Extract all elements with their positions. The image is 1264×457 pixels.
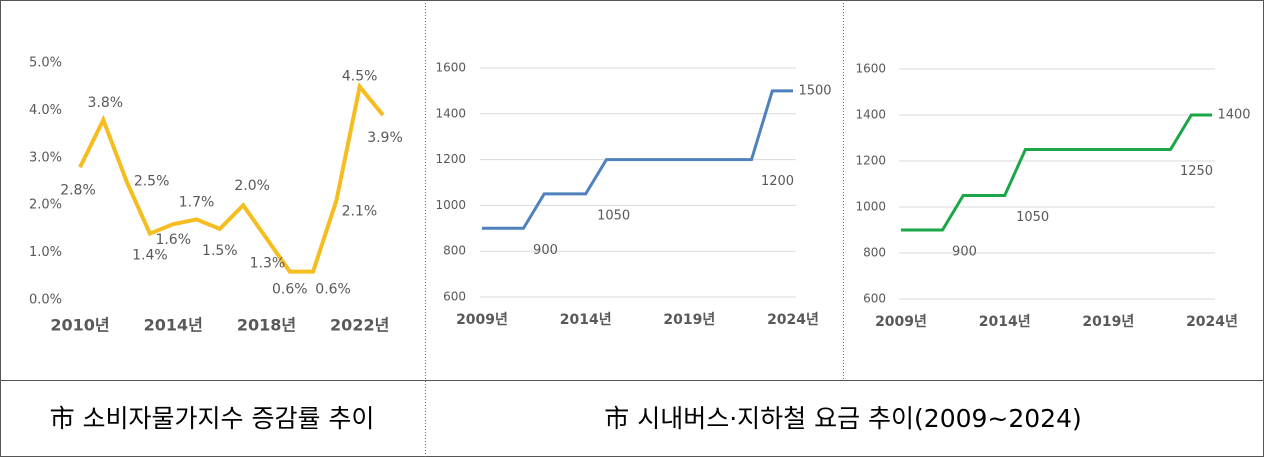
y-tick-label: 1400 (435, 106, 466, 120)
data-label: 2.0% (234, 178, 270, 194)
y-tick-label: 1000 (435, 198, 466, 212)
data-label: 0.6% (315, 282, 351, 298)
y-tick-label: 800 (863, 246, 886, 260)
x-tick-label: 2009년 (875, 314, 927, 330)
x-tick-label: 2014년 (560, 312, 612, 328)
data-label: 1050 (597, 208, 630, 223)
caption: 市 소비자물가지수 증감률 추이 (50, 404, 375, 433)
y-tick-label: 1600 (855, 62, 886, 76)
data-line (482, 89, 793, 230)
y-tick-label: 3.0% (29, 150, 62, 165)
caption: 市 시내버스·지하철 요금 추이(2009~2024) (604, 404, 1082, 433)
data-label: 900 (952, 245, 977, 260)
y-tick-label: 2.0% (29, 198, 62, 213)
data-label: 1500 (798, 83, 831, 98)
data-label: 1400 (1217, 108, 1250, 123)
y-tick-label: 5.0% (29, 56, 62, 71)
x-tick-label: 2019년 (1082, 314, 1134, 330)
y-tick-label: 0.0% (29, 293, 62, 308)
y-tick-label: 4.0% (29, 103, 62, 118)
y-tick-label: 1200 (855, 154, 886, 168)
data-label: 2.5% (134, 174, 170, 190)
data-label: 1.7% (179, 194, 215, 210)
x-tick-label: 2014년 (144, 316, 203, 335)
data-label: 1.5% (202, 243, 238, 259)
data-label: 0.6% (272, 282, 308, 298)
y-tick-label: 1600 (435, 61, 466, 75)
x-tick-label: 2024년 (767, 312, 819, 328)
x-tick-label: 2019년 (663, 312, 715, 328)
data-line (78, 82, 385, 274)
x-tick-label: 2024년 (1186, 314, 1238, 330)
y-tick-label: 800 (443, 244, 466, 258)
data-label: 3.9% (367, 130, 403, 146)
data-label: 1.4% (132, 248, 168, 264)
y-tick-label: 600 (443, 290, 466, 304)
x-tick-label: 2022년 (330, 316, 389, 335)
x-tick-label: 2014년 (979, 314, 1031, 330)
data-label: 2.8% (60, 182, 96, 198)
data-label: 4.5% (342, 69, 378, 85)
y-tick-label: 1200 (435, 152, 466, 166)
data-label: 1250 (1180, 164, 1213, 179)
data-label: 900 (533, 243, 558, 258)
x-tick-label: 2009년 (456, 312, 508, 328)
data-label: 1.3% (250, 255, 286, 271)
data-label: 1200 (761, 174, 794, 189)
y-tick-label: 600 (863, 292, 886, 306)
data-label: 3.8% (88, 95, 124, 111)
data-label: 1050 (1016, 210, 1049, 225)
x-tick-label: 2018년 (237, 316, 296, 335)
data-label: 2.1% (342, 203, 378, 219)
data-label: 1.6% (155, 232, 191, 248)
y-tick-label: 1.0% (29, 245, 62, 260)
y-tick-label: 1400 (855, 108, 886, 122)
y-tick-label: 1000 (855, 200, 886, 214)
data-line (901, 113, 1212, 232)
x-tick-label: 2010년 (50, 316, 109, 335)
